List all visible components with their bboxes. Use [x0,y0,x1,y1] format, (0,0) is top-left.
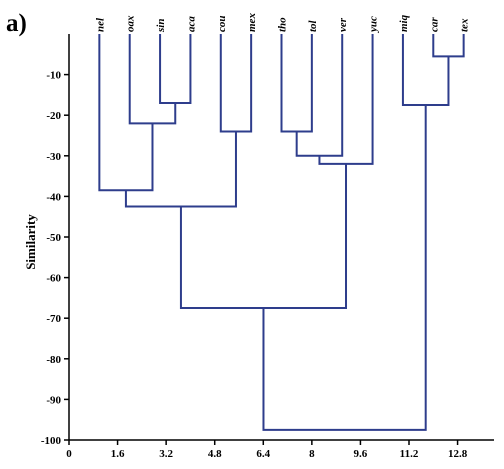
y-tick-label: -20 [46,110,61,122]
y-tick-label: -100 [41,435,62,447]
x-ticks-group: 0 1.6 3.2 4.8 6.4 8 9.6 11.2 12.8 [66,440,468,460]
dendrogram-branch-8 [98,34,154,192]
x-tick-label: 12.8 [448,448,468,460]
dendrogram-branch-10 [179,163,348,310]
x-tick-label: 1.6 [111,448,125,460]
leaf-label-tho: tho [277,17,289,32]
x-tick-label: 8 [309,448,315,460]
leaf-label-yuc: yuc [368,16,380,34]
x-tick-label: 9.6 [354,448,368,460]
x-tick-label: 3.2 [159,448,173,460]
y-ticks-group: -10 -20 -30 -40 -50 -60 -70 -80 -90 -100 [41,70,69,447]
x-tick-label: 6.4 [256,448,270,460]
leaf-label-car: car [428,17,440,32]
dendrogram-branch-0 [432,34,465,58]
dendrogram-branch-11 [262,105,427,431]
panel-label: a) [6,10,27,37]
dendrogram-branch-4 [280,34,313,133]
y-tick-label: -40 [46,191,61,203]
y-tick-label: -90 [46,394,61,406]
x-tick-label: 11.2 [400,448,419,460]
y-axis-label: Similarity [23,214,38,270]
leaf-labels-group: nel oax sin aca cou mex tho tol ver yuc miq car tex [94,13,470,34]
leaf-label-nel: nel [94,17,106,32]
dendrogram-branch-7 [318,34,374,165]
leaf-label-tol: tol [307,19,319,32]
leaf-label-mex: mex [246,13,258,32]
dendrogram-branch-5 [219,34,253,133]
leaf-label-ver: ver [337,17,349,32]
dendrogram-branch-1 [159,34,192,105]
leaf-label-tex: tex [459,18,471,32]
dendrogram-branch-2 [401,34,450,107]
leaf-label-miq: miq [398,14,410,32]
leaf-label-oax: oax [125,15,137,32]
leaf-label-sin: sin [155,19,167,33]
y-tick-label: -60 [46,273,61,285]
leaf-label-aca: aca [185,16,197,32]
y-tick-label: -50 [46,232,61,244]
branches-group [98,34,465,431]
leaf-label-cou: cou [216,16,228,33]
x-tick-label: 4.8 [208,448,222,460]
y-tick-label: -70 [46,313,61,325]
dendrogram-branch-9 [124,131,237,208]
y-tick-label: -30 [46,151,61,163]
y-tick-label: -10 [46,70,61,82]
dendrogram-branch-3 [128,34,177,125]
dendrogram-branch-6 [295,34,344,157]
y-tick-label: -80 [46,354,61,366]
x-tick-label: 0 [66,448,72,460]
